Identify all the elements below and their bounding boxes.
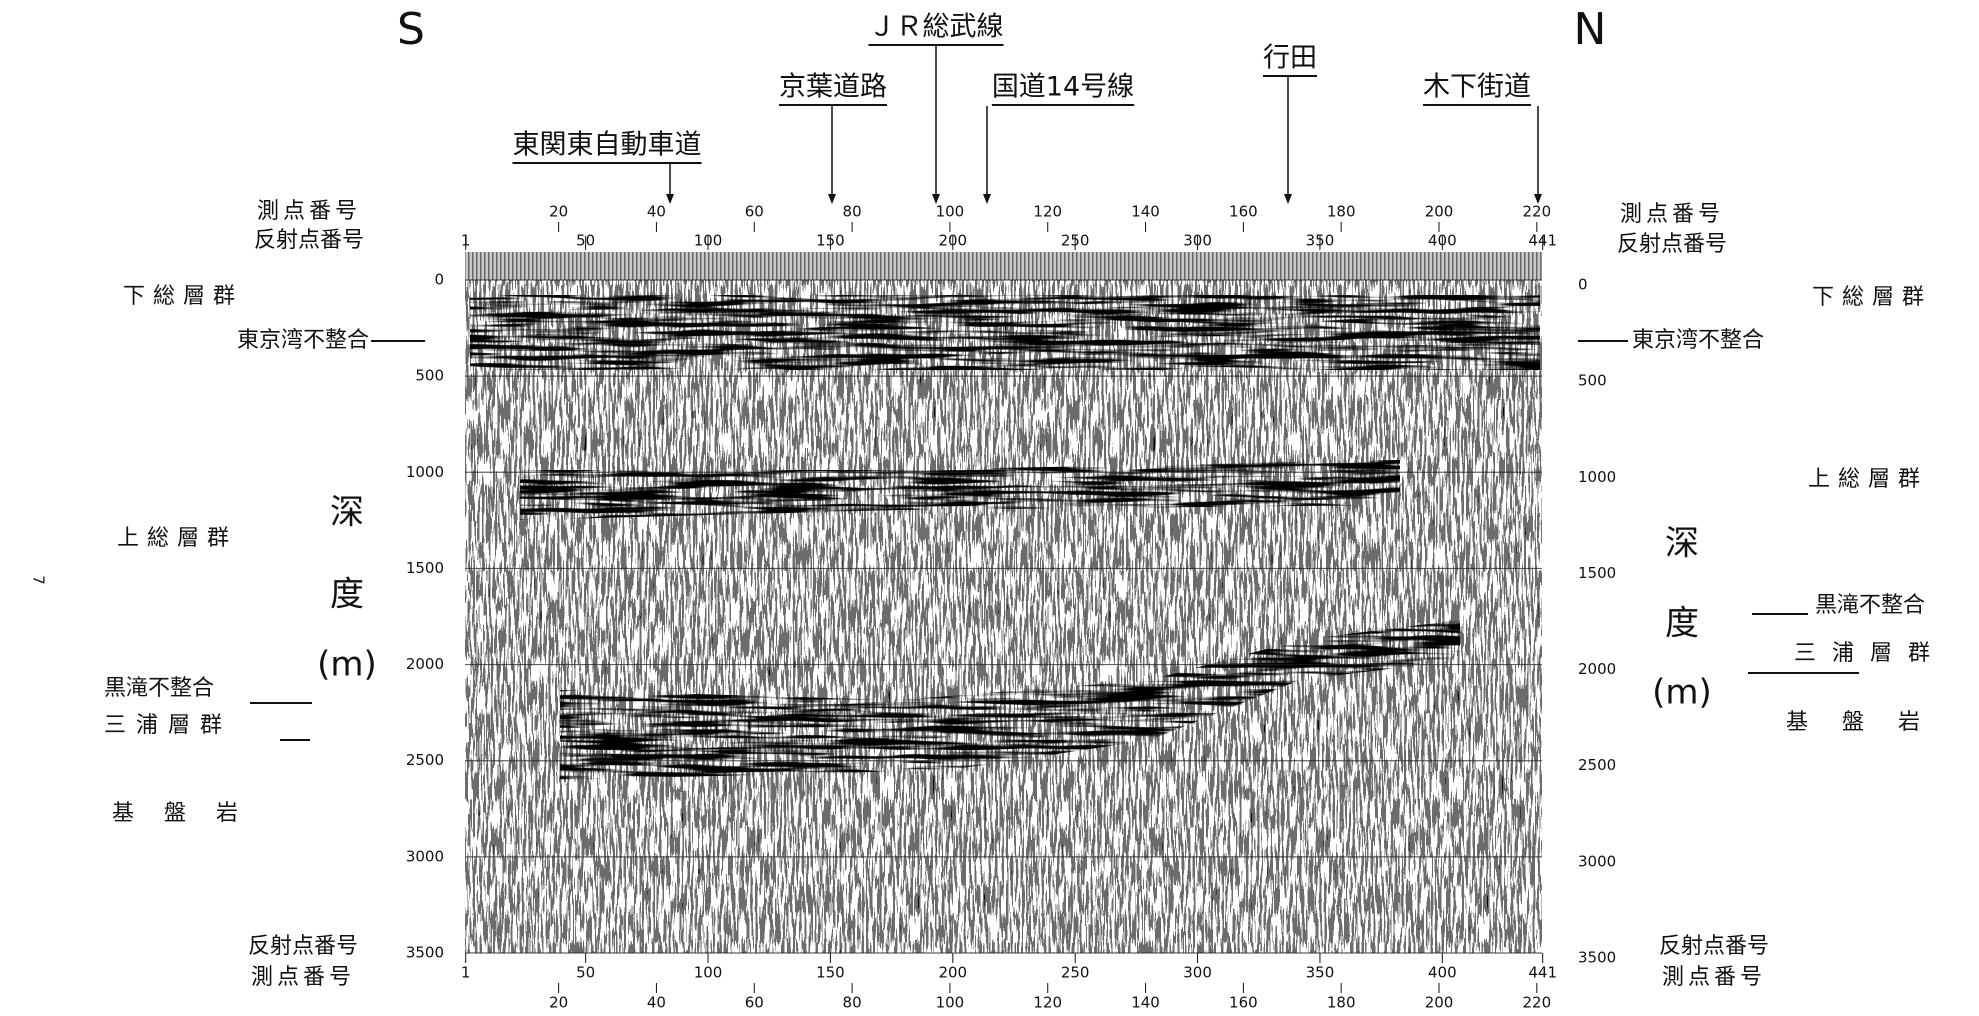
depth-tick-label: 1000	[1578, 468, 1616, 486]
station-tick-label: 40	[647, 203, 666, 221]
station-tick-label: 20	[549, 994, 568, 1012]
depth-tick-label: 2500	[406, 751, 444, 769]
depth-tick-label: 500	[415, 367, 444, 385]
depth-tick-label: 1500	[1578, 564, 1616, 582]
arrow-head	[666, 194, 674, 204]
unit-label: 三浦層群	[1794, 641, 1946, 666]
unit-label: 上総層群	[117, 526, 237, 551]
depth-tick-label: 3000	[1578, 852, 1616, 870]
seismic-section	[465, 252, 1542, 953]
station-tick-label: 160	[1229, 994, 1258, 1012]
depth-tick-label: 500	[1578, 372, 1607, 390]
trace-header	[465, 252, 1542, 280]
depth-tick-label: 0	[1578, 276, 1588, 294]
depth-tick-label: 2000	[1578, 660, 1616, 678]
station-tick-label: 200	[1425, 994, 1454, 1012]
station-tick-label: 120	[1033, 994, 1062, 1012]
reflection-tick-label: 100	[694, 964, 723, 982]
station-tick-label: 160	[1229, 203, 1258, 221]
direction-north: N	[1574, 4, 1607, 55]
reflection-tick-label: 300	[1183, 964, 1212, 982]
landmark-label: 国道14号線	[992, 72, 1134, 103]
depth-label: 深	[330, 493, 364, 533]
unconformity-label: 東京湾不整合	[1632, 328, 1764, 353]
unit-label: 基盤岩	[1786, 710, 1954, 735]
reflection-tick-label: 200	[938, 964, 967, 982]
station-tick-label: 140	[1131, 203, 1160, 221]
seismic-traces	[465, 280, 1542, 953]
station-label: 測点番号	[1620, 202, 1724, 227]
station-tick-label: 60	[745, 994, 764, 1012]
station-tick-label: 80	[843, 994, 862, 1012]
unit-label: 下総層群	[123, 284, 243, 309]
station-tick-label: 100	[936, 994, 965, 1012]
reflection-tick-label: 50	[576, 964, 595, 982]
unit-label: 三浦層群	[104, 713, 232, 738]
unconformity-label: 東京湾不整合	[237, 328, 369, 353]
reflection-tick-label: 250	[1061, 964, 1090, 982]
arrow-head	[983, 194, 991, 204]
unit-label: 基盤岩	[112, 801, 268, 826]
unconformity-label: 黒滝不整合	[1815, 593, 1925, 618]
station-label: 測点番号	[1662, 965, 1766, 990]
depth-tick-label: 2000	[406, 655, 444, 673]
depth-label: (m)	[1652, 673, 1712, 713]
station-tick-label: 20	[549, 203, 568, 221]
depth-label: 深	[1665, 524, 1699, 564]
depth-tick-label: 0	[434, 271, 444, 289]
arrow-head	[1284, 194, 1292, 204]
depth-tick-label: 3500	[1578, 949, 1616, 967]
depth-label: 度	[330, 575, 364, 615]
depth-tick-label: 3500	[406, 944, 444, 962]
depth-label: 度	[1665, 604, 1699, 644]
landmark-label: 行田	[1263, 43, 1317, 74]
landmark-label: 木下街道	[1423, 72, 1531, 103]
seismic-figure: 7 S N 測点番号 反射点番号 測点番号 反射点番号 反射点番号 測点番号 反…	[0, 0, 1979, 1016]
landmark-label: 京葉道路	[779, 72, 887, 103]
station-tick-label: 220	[1523, 203, 1552, 221]
arrow-head	[828, 194, 836, 204]
reflection-tick-label: 150	[816, 964, 845, 982]
direction-south: S	[397, 4, 425, 55]
reflection-label: 反射点番号	[1659, 934, 1769, 959]
station-tick-label: 180	[1327, 203, 1356, 221]
depth-tick-label: 1000	[406, 463, 444, 481]
landmark-label: ＪＲ総武線	[869, 12, 1004, 43]
unit-label: 下総層群	[1812, 285, 1932, 310]
reflection-tick-label: 1	[461, 964, 471, 982]
reflection-label: 反射点番号	[248, 934, 358, 959]
station-tick-label: 180	[1327, 994, 1356, 1012]
station-tick-label: 60	[745, 203, 764, 221]
depth-label: (m)	[317, 645, 377, 685]
unconformity-label: 黒滝不整合	[104, 676, 214, 701]
depth-tick-label: 3000	[406, 847, 444, 865]
station-tick-label: 120	[1033, 203, 1062, 221]
station-label: 測点番号	[257, 199, 361, 224]
unit-label: 上総層群	[1808, 467, 1928, 492]
reflection-tick-label: 441	[1528, 964, 1557, 982]
station-tick-label: 40	[647, 994, 666, 1012]
depth-tick-label: 2500	[1578, 756, 1616, 774]
depth-tick-label: 1500	[406, 559, 444, 577]
station-label: 測点番号	[251, 965, 355, 990]
reflection-label: 反射点番号	[254, 228, 364, 253]
reflection-label: 反射点番号	[1617, 232, 1727, 257]
station-tick-label: 220	[1523, 994, 1552, 1012]
landmark-label: 東関東自動車道	[513, 130, 702, 161]
station-tick-label: 100	[936, 203, 965, 221]
station-tick-label: 80	[843, 203, 862, 221]
page-number: 7	[30, 575, 48, 585]
station-tick-label: 140	[1131, 994, 1160, 1012]
station-tick-label: 200	[1425, 203, 1454, 221]
reflection-tick-label: 400	[1428, 964, 1457, 982]
reflection-tick-label: 350	[1306, 964, 1335, 982]
